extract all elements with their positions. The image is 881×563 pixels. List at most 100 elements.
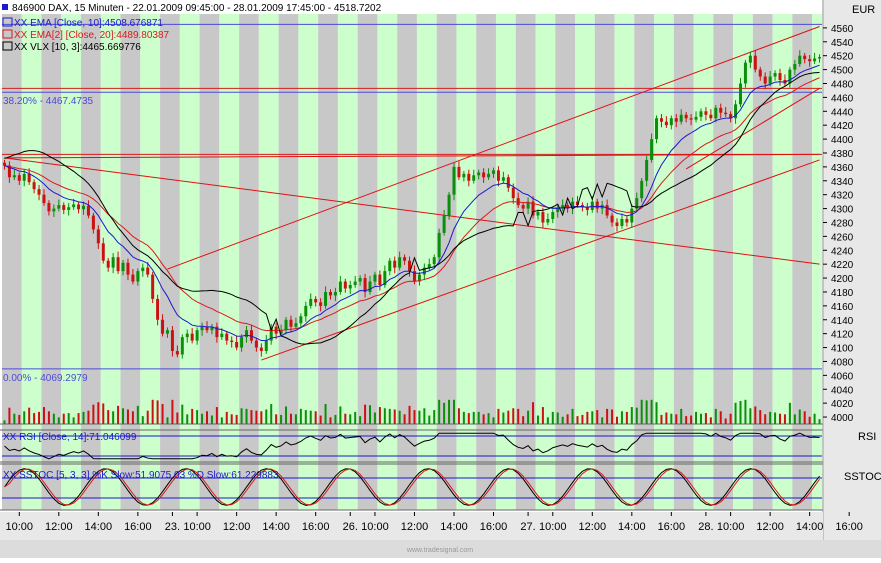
volume-bar [102, 403, 105, 424]
hour-band [377, 14, 398, 510]
volume-bar [625, 411, 628, 424]
volume-bar [270, 404, 273, 424]
volume-bar [566, 414, 569, 424]
trend-line [261, 159, 820, 361]
candle-body [259, 347, 263, 352]
candle-body [72, 204, 76, 208]
volume-bar [33, 413, 36, 424]
hour-band [337, 14, 358, 510]
candle-body [200, 326, 204, 331]
candle-body [77, 204, 81, 210]
y-tick-label: 4120 [831, 330, 854, 341]
candle-body [333, 291, 337, 296]
candle-body [640, 180, 644, 199]
hour-band [555, 14, 576, 510]
candle-body [462, 173, 466, 178]
candle-body [585, 207, 589, 210]
volume-bar [324, 404, 327, 424]
hour-band [495, 14, 516, 510]
x-tick-label: 12:00 [756, 521, 784, 533]
hour-band [219, 14, 240, 510]
volume-bar [808, 416, 811, 424]
volume-bar [38, 411, 41, 424]
legend-entry: XX EMA[2] [Close, 20]:4489.80387 [14, 30, 170, 41]
candle-body [62, 205, 66, 210]
volume-bar [196, 410, 199, 424]
candle-body [650, 139, 654, 160]
hour-band [160, 14, 180, 510]
candle-body [175, 351, 179, 355]
candle-body [531, 201, 535, 216]
y-tick-label: 4500 [831, 66, 854, 77]
candle-body [161, 319, 165, 334]
candle-body [368, 281, 372, 292]
hour-band [81, 14, 101, 510]
candle-body [482, 172, 486, 178]
candle-body [808, 59, 812, 62]
candle-body [348, 285, 352, 289]
volume-bar [418, 410, 421, 424]
hour-band [2, 14, 22, 510]
volume-bar [606, 408, 609, 424]
volume-bar [611, 409, 614, 424]
volume-bar [576, 416, 579, 424]
y-tick-label: 4140 [831, 316, 854, 327]
candle-body [526, 201, 530, 209]
volume-bar [665, 412, 668, 424]
candle-body [264, 340, 268, 352]
x-tick-label: 14:00 [440, 521, 468, 533]
candle-body [388, 260, 392, 272]
volume-bar [798, 409, 801, 424]
volume-bar [507, 410, 510, 424]
candle-body [719, 107, 723, 113]
candle-body [655, 118, 659, 140]
volume-bar [383, 408, 386, 424]
sstoc-legend: XX SSTOC [5, 3, 3] %K Slow:51.9075 03 %D… [3, 470, 279, 481]
x-tick-label: 14:00 [796, 521, 824, 533]
volume-bar [3, 420, 6, 424]
volume-bar [294, 414, 297, 424]
volume-bar [818, 419, 821, 424]
x-tick-label: 12:00 [45, 521, 73, 533]
volume-bar [201, 413, 204, 424]
volume-bar [517, 408, 520, 424]
candle-body [17, 175, 21, 181]
candle-body [254, 340, 258, 348]
y-tick-label: 4440 [831, 107, 854, 118]
candle-body [304, 305, 308, 317]
volume-bar [141, 416, 144, 424]
volume-bar [764, 414, 767, 424]
hour-band [278, 14, 299, 510]
candle-body [284, 319, 288, 331]
candle-body [541, 212, 545, 223]
candle-body [521, 205, 525, 209]
hour-band [535, 14, 556, 510]
volume-bars [3, 399, 821, 424]
x-tick-label: 12:00 [401, 521, 429, 533]
volume-bar [739, 401, 742, 424]
x-tick-label: 23. [165, 521, 180, 533]
volume-bar [206, 411, 208, 424]
volume-bar [245, 408, 248, 424]
candle-body [659, 118, 663, 122]
candle-body [536, 212, 540, 216]
y-tick-label: 4560 [831, 24, 854, 35]
candle-body [768, 76, 772, 84]
candle-body [225, 333, 229, 341]
volume-bar [630, 407, 633, 424]
volume-bar [423, 408, 426, 424]
footer-bar [0, 540, 881, 558]
volume-bar [97, 402, 100, 424]
y-tick-label: 4300 [831, 205, 854, 216]
candle-body [773, 73, 777, 77]
y-tick-label: 4540 [831, 38, 854, 49]
y-tick-label: 4040 [831, 385, 854, 396]
y-tick-label: 4340 [831, 177, 854, 188]
y-tick-label: 4280 [831, 218, 854, 229]
volume-bar [18, 414, 21, 424]
volume-bar [719, 411, 722, 424]
volume-bar [462, 411, 465, 424]
hour-band [713, 14, 734, 510]
volume-bar [77, 413, 80, 424]
